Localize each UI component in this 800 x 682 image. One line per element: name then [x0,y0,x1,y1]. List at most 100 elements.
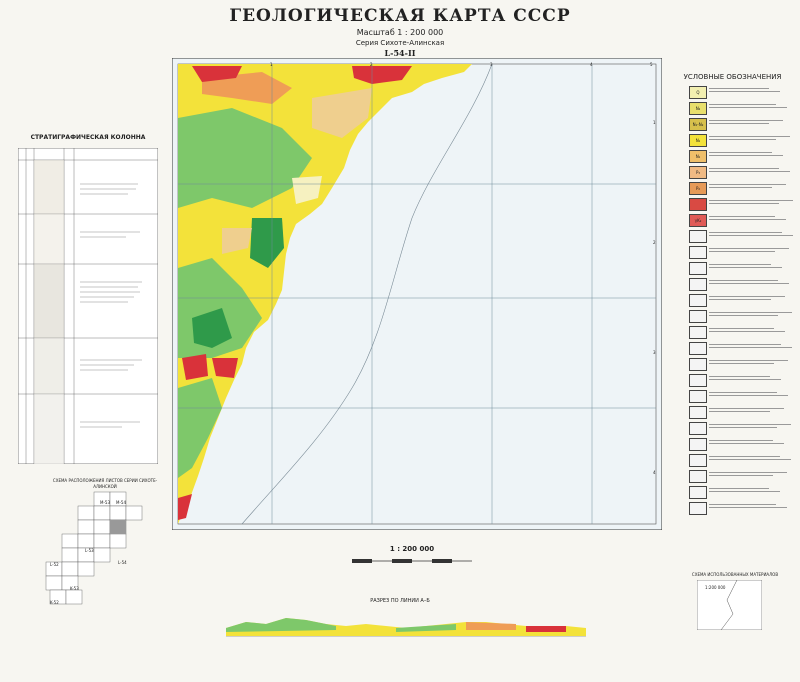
green-zone-4 [250,218,284,268]
legend-row: γK₂ [665,212,797,228]
legend-swatch: γK₂ [689,214,707,227]
legend-title: УСЛОВНЫЕ ОБОЗНАЧЕНИЯ [683,73,782,81]
geologic-map[interactable] [172,58,662,530]
legend-row [665,484,797,500]
legend-row [665,308,797,324]
map-scale: Масштаб 1 : 200 000 [356,28,444,37]
legend-row: P₂ [665,180,797,196]
legend-text [709,438,795,449]
map-grid-label-top-2: 2 [370,62,373,67]
legend-row [665,436,797,452]
red-zone-3 [182,354,208,380]
red-zone-2 [352,66,412,84]
legend-row [665,292,797,308]
legend-row: N₁ [665,148,797,164]
legend-row [665,356,797,372]
legend-row: N₁ [665,132,797,148]
legend-text [709,182,795,193]
legend-text [709,102,795,113]
legend-swatch: P₂ [689,182,707,195]
legend-text [709,262,795,273]
legend-swatch [689,198,707,211]
map-grid-label-side-1: 1 [653,120,656,125]
legend-swatch [689,262,707,275]
legend-swatch [689,438,707,451]
legend-text [709,326,795,337]
orange-zone-1 [202,72,292,104]
bar-scale: 1 : 200 000 [389,545,435,553]
red-zone-1 [192,66,242,82]
legend-row [665,196,797,212]
legend-swatch [689,326,707,339]
legend-swatch [689,486,707,499]
red-zone-4 [212,358,238,378]
legend-text [709,118,795,129]
legend-text [709,278,795,289]
legend-text [709,390,795,401]
legend-row: N₁-N₂ [665,116,797,132]
legend-swatch [689,374,707,387]
legend-row: N₂ [665,100,797,116]
red-zone-5 [178,494,192,520]
legend-row [665,404,797,420]
index-label-l54: L-54 [118,560,127,565]
legend-text [709,422,795,433]
legend-swatch [689,278,707,291]
legend-text [709,486,795,497]
sheet-index-map [45,491,143,605]
legend-swatch: N₁ [689,150,707,163]
legend-text [709,358,795,369]
scheme-text: 1:200 000 [705,585,726,590]
index-label-l53: L-53 [85,548,94,553]
legend-row [665,244,797,260]
green-zone-5 [192,308,232,348]
legend-text [709,310,795,321]
legend-row [665,388,797,404]
legend-text [709,198,795,209]
legend-swatch [689,502,707,515]
legend-row [665,452,797,468]
legend-text [709,374,795,385]
map-grid-label-side-3: 3 [653,350,656,355]
map-grid-label-side-2: 2 [653,240,656,245]
legend-row [665,372,797,388]
map-series: Серия Сихоте-Алинская [355,39,445,47]
legend-swatch [689,294,707,307]
legend-text [709,342,795,353]
scale-bar [352,559,472,563]
map-grid-label-top-1: 1 [270,62,273,67]
green-zone-1 [178,108,312,208]
legend-text [709,246,795,257]
legend-row [665,324,797,340]
legend-swatch [689,422,707,435]
map-grid-label-top-3: 3 [490,62,493,67]
isobath-line [241,63,493,525]
legend-swatch [689,470,707,483]
tan-zone-1 [312,88,372,138]
index-title: СХЕМА РАСПОЛОЖЕНИЯ ЛИСТОВ СЕРИИ СИХОТЕ-А… [52,478,158,489]
map-grid-label-top-5: 5 [650,62,653,67]
index-label-k53: K-53 [70,586,79,591]
scheme-title: СХЕМА ИСПОЛЬЗОВАННЫХ МАТЕРИАЛОВ [691,572,779,577]
legend-text [709,406,795,417]
legend-row [665,420,797,436]
legend-swatch [689,230,707,243]
legend-text [709,166,795,177]
legend-row [665,500,797,516]
stratigraphy-column [18,148,158,464]
legend-text [709,502,795,513]
legend-swatch: N₂ [689,102,707,115]
index-label-k52: K-52 [50,600,59,605]
legend-row: Q [665,84,797,100]
legend-row [665,228,797,244]
map-grid-label-top-4: 4 [590,62,593,67]
green-zone-3 [178,378,222,478]
legend-text [709,454,795,465]
legend-text [709,214,795,225]
legend-swatch: P₃ [689,166,707,179]
map-title: ГЕОЛОГИЧЕСКАЯ КАРТА СССР [229,6,571,26]
stratigraphy-title: СТРАТИГРАФИЧЕСКАЯ КОЛОННА [30,134,146,141]
legend-row [665,260,797,276]
legend-swatch [689,246,707,259]
legend-text [709,150,795,161]
